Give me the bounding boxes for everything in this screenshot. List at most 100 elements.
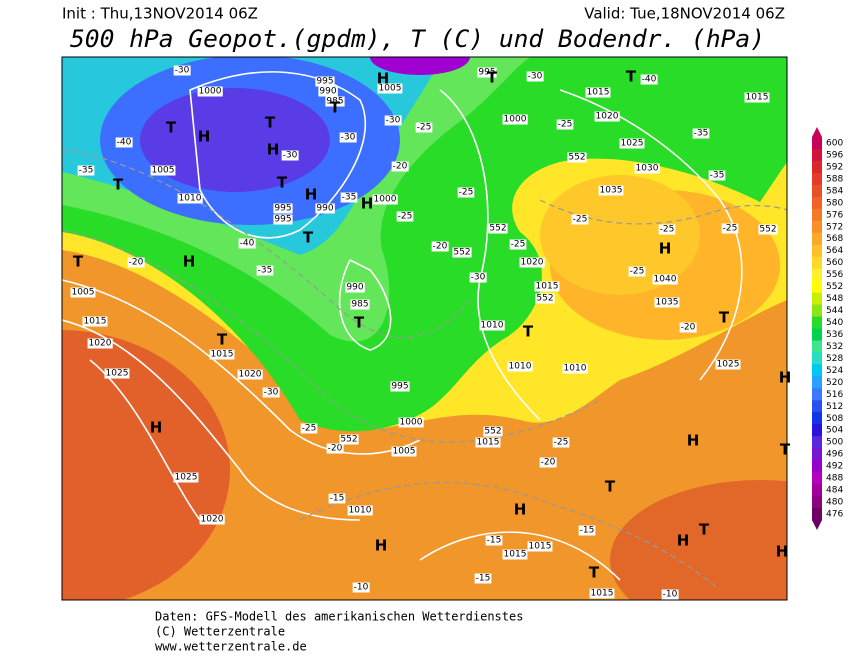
pressure-label: 1015 [587, 88, 610, 98]
colorbar-label: 572 [826, 222, 843, 232]
pressure-label: 1025 [621, 139, 644, 149]
pressure-center: T [303, 229, 314, 247]
temperature-label: -30 [264, 388, 279, 398]
temperature-label: -25 [302, 424, 317, 434]
temperature-label-box [679, 322, 697, 333]
temperature-label-box [339, 132, 357, 143]
pressure-label-box [502, 114, 528, 125]
geopotential-label-box [452, 247, 472, 258]
pressure-label-box [391, 446, 417, 457]
temperature-label: -25 [630, 267, 645, 277]
temperature-label: -10 [663, 590, 678, 600]
temperature-label: -35 [79, 166, 94, 176]
colorbar-label: 520 [826, 378, 843, 388]
geopotential-label: 552 [536, 294, 553, 304]
temperature-label: -20 [433, 242, 448, 252]
temperature-label: -20 [393, 162, 408, 172]
temperature-label-box [457, 187, 475, 198]
temperature-label-box [326, 443, 344, 454]
pressure-label-box [519, 257, 545, 268]
pressure-label: 1005 [72, 288, 95, 298]
colorbar-swatch [812, 472, 822, 485]
pressure-label: 1000 [400, 418, 423, 428]
geopotential-label-box [339, 434, 359, 445]
colorbar-label: 508 [826, 414, 843, 424]
pressure-label: 1015 [536, 282, 559, 292]
temperature-label-box [509, 239, 527, 250]
valid-time: Valid: Tue,18NOV2014 06Z [584, 5, 785, 23]
temperature-label: -40 [240, 239, 255, 249]
pressure-center: H [305, 186, 318, 204]
pressure-label-box [477, 67, 497, 78]
temperature-label: -20 [328, 444, 343, 454]
pressure-label-box [594, 111, 620, 122]
geopotential-label: 552 [340, 435, 357, 445]
pressure-center: T [780, 441, 791, 459]
temperature-label-box [340, 192, 358, 203]
pressure-label-box [585, 87, 611, 98]
colorbar-label: 596 [826, 150, 843, 160]
pressure-label: 985 [351, 300, 368, 310]
pressure-center: T [487, 69, 498, 87]
pressure-center: H [776, 543, 789, 561]
geopotential-label: 552 [453, 248, 470, 258]
colorbar-label: 560 [826, 258, 843, 268]
temperature-label: -40 [642, 75, 657, 85]
colorbar-label: 584 [826, 186, 843, 196]
pressure-label: 1000 [504, 115, 527, 125]
pressure-label: 1005 [379, 84, 402, 94]
pressure-label: 1000 [374, 195, 397, 205]
temperature-label-box [526, 71, 544, 82]
pressure-label-box [654, 297, 680, 308]
pressure-label-box [598, 185, 624, 196]
pressure-label-box [589, 588, 615, 599]
colorbar-label: 544 [826, 306, 843, 316]
pressure-center: H [659, 240, 672, 258]
pressure-label-box [475, 437, 501, 448]
colorbar-label: 536 [826, 330, 843, 340]
geopotential-label-box [535, 293, 555, 304]
geopotential-label: 552 [489, 224, 506, 234]
pressure-label-box [390, 381, 410, 392]
colorbar-swatch [812, 220, 822, 234]
pressure-center: T [113, 176, 124, 194]
pressure-label: 990 [346, 283, 363, 293]
temperature-label: -30 [341, 133, 356, 143]
temperature-label-box [640, 74, 658, 85]
temperature-label: -35 [694, 129, 709, 139]
temperature-label: -30 [283, 151, 298, 161]
temperature-label-box [578, 525, 596, 536]
colorbar-label: 592 [826, 162, 843, 172]
colorbar-swatch [812, 424, 822, 437]
pressure-center: H [514, 501, 527, 519]
colorbar-label: 488 [826, 474, 843, 484]
pressure-label: 1015 [477, 438, 500, 448]
pressure-label-box [398, 417, 424, 428]
pressure-label-box [479, 320, 505, 331]
temperature-label-box [77, 165, 95, 176]
geopotential-label-box [567, 152, 587, 163]
pressure-label-box [502, 549, 528, 560]
colorbar-label: 556 [826, 270, 843, 280]
temperature-label-box [115, 137, 133, 148]
pressure-label-box [345, 282, 365, 293]
temperature-label-box [173, 65, 191, 76]
pressure-label: 1015 [211, 350, 234, 360]
pressure-label: 1025 [175, 473, 198, 483]
colorbar-label: 580 [826, 198, 843, 208]
temperature-label: -25 [398, 212, 413, 222]
colorbar-swatch [812, 304, 822, 318]
colorbar-swatch [812, 484, 822, 497]
temperature-label: -25 [511, 240, 526, 250]
map-frame [61, 56, 788, 601]
pressure-center: H [779, 369, 792, 387]
colorbar-label: 588 [826, 174, 843, 184]
pressure-center: T [354, 314, 365, 332]
pressure-label: 1005 [393, 447, 416, 457]
pressure-center: H [183, 253, 196, 271]
pressure-label: 1020 [596, 112, 619, 122]
pressure-label: 1035 [656, 298, 679, 308]
temperature-label-box [391, 161, 409, 172]
colorbar-label: 512 [826, 402, 843, 412]
pressure-center: H [687, 432, 700, 450]
